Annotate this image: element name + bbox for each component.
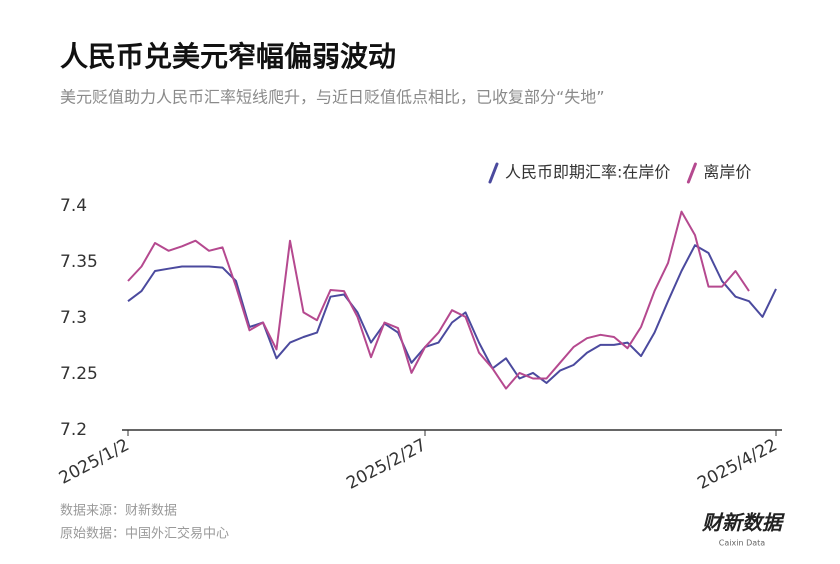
chart-subtitle: 美元贬值助力人民币汇率短线爬升，与近日贬值低点相比，已收复部分“失地” [60,88,605,107]
y-tick-label: 7.4 [60,196,87,216]
y-tick-label: 7.3 [60,308,87,328]
chart-title: 人民币兑美元窄幅偏弱波动 [60,40,396,73]
logo-sub: Caixin Data [719,539,765,548]
legend: 人民币即期汇率:在岸价 离岸价 [488,162,751,184]
series-line [127,244,777,384]
y-tick-label: 7.25 [60,364,98,384]
y-tick-label: 7.35 [60,252,98,272]
origin: 原始数据：中国外汇交易中心 [60,526,229,542]
y-tick-label: 7.2 [60,420,87,440]
legend-label: 人民币即期汇率:在岸价 [505,163,670,182]
source: 数据来源：财新数据 [60,503,177,519]
legend-marker [686,162,697,184]
legend-label: 离岸价 [703,163,751,182]
series-line [127,210,750,390]
legend-marker [488,162,499,184]
logo: 财新数据 [701,511,785,535]
